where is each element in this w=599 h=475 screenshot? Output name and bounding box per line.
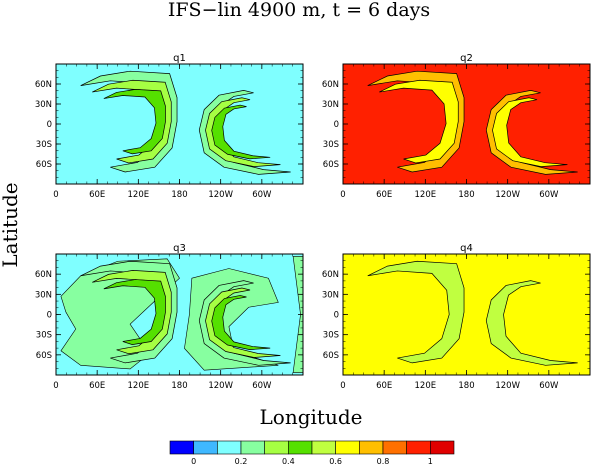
x-tick-label: 60W (252, 381, 272, 391)
y-tick-label: 60S (36, 160, 52, 170)
colorbar-swatch (359, 440, 384, 455)
y-tick-label: 30S (323, 331, 339, 341)
x-tick-label: 120E (415, 190, 437, 200)
panel-contours (367, 70, 578, 175)
panel-q4: q4 0 60E 120E 180 120W 60W 60N 30N 0 30S 60S (322, 243, 591, 391)
x-tick-label: 60E (376, 190, 392, 200)
panel-title: q4 (460, 243, 473, 254)
panel-contours (60, 256, 303, 373)
y-tick-label: 0 (47, 120, 52, 130)
contour-region (103, 279, 166, 345)
y-tick-label: 60N (35, 270, 52, 280)
colorbar-swatch (382, 440, 407, 455)
y-tick-label: 0 (334, 120, 339, 130)
colorbar-tick-label: 1 (428, 457, 433, 466)
panel-title: q1 (173, 53, 186, 64)
y-tick-label: 60N (322, 80, 339, 90)
y-tick-label: 60S (36, 351, 52, 361)
colorbar-swatch (264, 440, 289, 455)
colorbar-tick-label: 0.8 (377, 457, 390, 466)
contour-region (379, 79, 459, 164)
x-tick-label: 120W (495, 381, 520, 391)
y-tick-label: 30N (35, 290, 52, 300)
panel-title: q2 (460, 53, 473, 64)
x-tick-label: 180 (458, 381, 474, 391)
x-tick-label: 0 (53, 190, 58, 200)
colorbar-swatch (288, 440, 313, 455)
colorbar-tick-label: 0.4 (282, 457, 295, 466)
contour-region (211, 104, 271, 160)
y-tick-label: 30N (322, 100, 339, 110)
x-tick-label: 60W (539, 381, 559, 391)
contour-region (485, 280, 578, 366)
x-tick-label: 60W (539, 190, 559, 200)
contour-region (292, 256, 303, 373)
panel-contours (367, 260, 578, 366)
y-tick-label: 30S (36, 140, 52, 150)
contour-region (103, 88, 166, 155)
x-tick-label: 180 (171, 381, 187, 391)
y-tick-label: 30S (36, 331, 52, 341)
colorbar-tick-label: 0 (191, 457, 196, 466)
x-tick-label: 0 (340, 381, 345, 391)
x-tick-label: 120E (415, 381, 437, 391)
y-tick-label: 60S (323, 160, 339, 170)
colorbar-swatch (193, 440, 218, 455)
x-tick-label: 60E (376, 381, 392, 391)
y-tick-label: 0 (47, 311, 52, 321)
panel-background (343, 254, 590, 375)
contour-region (492, 97, 568, 167)
y-tick-label: 60N (35, 80, 52, 90)
colorbar-tick-label: 0.6 (329, 457, 342, 466)
x-tick-label: 0 (53, 381, 58, 391)
panel-q2: q2 0 60E 120E 180 120W 60W 60N 30N 0 30S 60S (322, 53, 591, 200)
colorbar-swatch (406, 440, 431, 455)
colorbar-tick-label: 0.2 (235, 457, 248, 466)
x-tick-label: 60E (89, 190, 105, 200)
colorbar-swatch (311, 440, 336, 455)
x-axis-title: Longitude (260, 405, 363, 429)
colorbar-swatch (430, 440, 455, 455)
panel-q1: q1 0 60E 120E 180 120W 60W 60N 30N 0 30S 60S (35, 53, 304, 200)
x-tick-label: 60W (252, 190, 272, 200)
colorbar-swatch (169, 440, 194, 455)
x-tick-label: 180 (458, 190, 474, 200)
y-axis-title: Latitude (0, 182, 22, 267)
x-tick-label: 0 (340, 190, 345, 200)
x-tick-label: 120E (128, 190, 150, 200)
contour-region (211, 295, 271, 350)
colorbar-swatch (335, 440, 360, 455)
y-tick-label: 30S (323, 140, 339, 150)
x-tick-label: 120W (495, 190, 520, 200)
y-tick-label: 30N (322, 290, 339, 300)
colorbar-swatch (240, 440, 265, 455)
panel-q3: q3 0 60E 120E 180 120W 60W 60N 30N 0 30S 60S (35, 243, 304, 391)
x-tick-label: 180 (171, 190, 187, 200)
x-tick-label: 120E (128, 381, 150, 391)
panels-group: q1 0 60E 120E 180 120W 60W 60N 30N 0 30S 60S q2 0 60E 1… (35, 53, 591, 391)
x-tick-label: 60E (89, 381, 105, 391)
y-tick-label: 30N (35, 100, 52, 110)
contour-region (367, 260, 465, 364)
colorbar-swatch (217, 440, 242, 455)
y-tick-label: 60S (323, 351, 339, 361)
colorbar: 0 0.2 0.4 0.6 0.8 1 (169, 440, 455, 466)
figure-title: IFS−lin 4900 m, t = 6 days (168, 0, 430, 21)
y-tick-label: 60N (322, 270, 339, 280)
y-tick-label: 0 (334, 311, 339, 321)
panel-contours (80, 70, 291, 175)
panel-title: q3 (173, 243, 186, 254)
x-tick-label: 120W (208, 381, 233, 391)
x-tick-label: 120W (208, 190, 233, 200)
